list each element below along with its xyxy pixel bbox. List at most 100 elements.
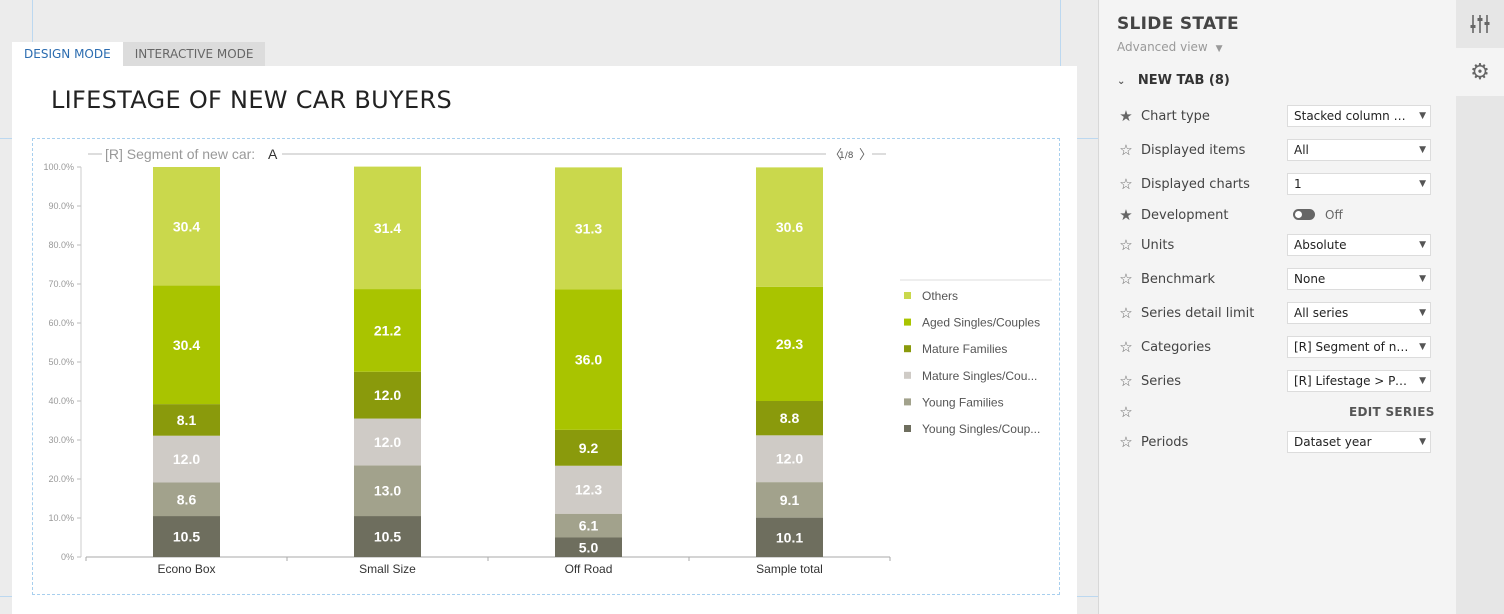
property-row: ☆ Benchmark None ▼ bbox=[1117, 267, 1437, 291]
chart-selection-box[interactable] bbox=[32, 138, 1060, 595]
edit-series-button[interactable]: EDIT SERIES bbox=[1349, 405, 1435, 419]
bar-segment[interactable] bbox=[756, 435, 823, 483]
property-row: ☆ Series [R] Lifestage > Perc... ▼ bbox=[1117, 369, 1437, 393]
bar-segment[interactable] bbox=[555, 429, 622, 466]
star-filled-icon[interactable]: ★ bbox=[1119, 107, 1133, 125]
property-row: ☆ Categories [R] Segment of new... ▼ bbox=[1117, 335, 1437, 359]
property-select[interactable]: 1 ▼ bbox=[1287, 173, 1431, 195]
star-filled-icon[interactable]: ★ bbox=[1119, 206, 1133, 224]
bar-segment[interactable] bbox=[153, 167, 220, 286]
bar-segment[interactable] bbox=[153, 285, 220, 405]
x-tick-label: Off Road bbox=[565, 562, 613, 576]
caret-down-icon: ▼ bbox=[1419, 145, 1426, 155]
tab-section-header[interactable]: ⌄ NEW TAB (8) bbox=[1117, 73, 1230, 88]
property-label: Displayed items bbox=[1141, 142, 1246, 158]
property-row: ☆ Displayed charts 1 ▼ bbox=[1117, 172, 1437, 196]
gear-icon[interactable]: ⚙ bbox=[1456, 48, 1504, 96]
property-row: ★ Chart type Stacked column ch... ▼ bbox=[1117, 104, 1437, 128]
bar-segment[interactable] bbox=[555, 289, 622, 430]
data-label: 10.5 bbox=[374, 529, 401, 545]
star-outline-icon[interactable]: ☆ bbox=[1119, 175, 1133, 193]
bar-segment[interactable] bbox=[756, 401, 823, 436]
select-value: All bbox=[1294, 143, 1309, 157]
property-select[interactable]: All series ▼ bbox=[1287, 302, 1431, 324]
star-outline-icon[interactable]: ☆ bbox=[1119, 304, 1133, 322]
legend-label[interactable]: Others bbox=[922, 289, 958, 303]
y-tick-label: 90.0% bbox=[48, 201, 74, 211]
advanced-view-dropdown[interactable]: Advanced view ▼ bbox=[1117, 40, 1222, 54]
star-outline-icon[interactable]: ☆ bbox=[1119, 141, 1133, 159]
property-label: Units bbox=[1141, 237, 1175, 253]
caret-down-icon: ▼ bbox=[1419, 274, 1426, 284]
bar-segment[interactable] bbox=[153, 435, 220, 483]
star-outline-icon[interactable]: ☆ bbox=[1119, 270, 1133, 288]
data-label: 36.0 bbox=[575, 352, 602, 368]
bar-segment[interactable] bbox=[354, 289, 421, 372]
select-value: [R] Lifestage > Perc... bbox=[1294, 374, 1426, 388]
star-outline-icon[interactable]: ☆ bbox=[1119, 372, 1133, 390]
y-tick-label: 80.0% bbox=[48, 240, 74, 250]
data-label: 9.2 bbox=[579, 440, 599, 456]
y-tick-label: 40.0% bbox=[48, 396, 74, 406]
bar-segment[interactable] bbox=[354, 516, 421, 557]
development-toggle[interactable] bbox=[1293, 209, 1315, 220]
bar-segment[interactable] bbox=[153, 404, 220, 436]
caret-down-icon: ▼ bbox=[1419, 342, 1426, 352]
property-label: Series detail limit bbox=[1141, 305, 1255, 321]
data-label: 30.6 bbox=[776, 219, 803, 235]
sliders-icon[interactable] bbox=[1456, 0, 1504, 48]
bar-segment[interactable] bbox=[555, 465, 622, 514]
toggle-knob bbox=[1295, 211, 1302, 218]
pager-next-icon[interactable]: 〉 bbox=[859, 148, 872, 163]
y-tick-label: 50.0% bbox=[48, 357, 74, 367]
property-select[interactable]: [R] Lifestage > Perc... ▼ bbox=[1287, 370, 1431, 392]
bar-segment[interactable] bbox=[555, 513, 622, 538]
tab-interactive-mode[interactable]: INTERACTIVE MODE bbox=[122, 42, 266, 66]
data-label: 10.5 bbox=[173, 529, 200, 545]
property-select[interactable]: Stacked column ch... ▼ bbox=[1287, 105, 1431, 127]
property-select[interactable]: Dataset year ▼ bbox=[1287, 431, 1431, 453]
bar-segment[interactable] bbox=[354, 371, 421, 419]
slide-title[interactable]: LIFESTAGE OF NEW CAR BUYERS bbox=[51, 86, 452, 114]
property-select[interactable]: Absolute ▼ bbox=[1287, 234, 1431, 256]
select-value: Stacked column ch... bbox=[1294, 109, 1420, 123]
bar-segment[interactable] bbox=[756, 482, 823, 518]
bar-segment[interactable] bbox=[354, 166, 421, 290]
legend-label[interactable]: Mature Families bbox=[922, 342, 1007, 356]
data-label: 8.6 bbox=[177, 491, 197, 507]
tab-design-mode[interactable]: DESIGN MODE bbox=[12, 42, 123, 66]
bar-segment[interactable] bbox=[756, 286, 823, 401]
star-outline-icon[interactable]: ☆ bbox=[1119, 236, 1133, 254]
x-tick-label: Sample total bbox=[756, 562, 823, 576]
select-value: Absolute bbox=[1294, 238, 1347, 252]
bar-segment[interactable] bbox=[153, 482, 220, 517]
legend-label[interactable]: Mature Singles/Cou... bbox=[922, 369, 1037, 383]
legend-swatch bbox=[904, 345, 911, 353]
property-select[interactable]: [R] Segment of new... ▼ bbox=[1287, 336, 1431, 358]
property-row: ☆ Periods Dataset year ▼ bbox=[1117, 430, 1437, 454]
legend-swatch bbox=[904, 371, 911, 379]
legend-label[interactable]: Aged Singles/Couples bbox=[922, 316, 1040, 330]
data-label: 12.0 bbox=[776, 451, 803, 467]
star-outline-icon[interactable]: ☆ bbox=[1119, 338, 1133, 356]
stacked-column-chart[interactable]: [R] Segment of new car: A 〈1/8 〉 100.0% 90.0%… bbox=[0, 0, 1098, 614]
legend-label[interactable]: Young Families bbox=[922, 395, 1004, 409]
bar-segment[interactable] bbox=[354, 418, 421, 466]
star-outline-icon[interactable]: ☆ bbox=[1119, 433, 1133, 451]
bar-segment[interactable] bbox=[555, 167, 622, 290]
bar-segment[interactable] bbox=[555, 537, 622, 558]
legend-label[interactable]: Young Singles/Coup... bbox=[922, 422, 1040, 436]
property-select[interactable]: All ▼ bbox=[1287, 139, 1431, 161]
caret-down-icon: ▼ bbox=[1419, 179, 1426, 189]
panel-title: SLIDE STATE bbox=[1117, 14, 1239, 34]
bar-segment[interactable] bbox=[153, 516, 220, 557]
property-select[interactable]: None ▼ bbox=[1287, 268, 1431, 290]
data-label: 13.0 bbox=[374, 483, 401, 499]
x-tick-label: Econo Box bbox=[157, 562, 215, 576]
bar-segment[interactable] bbox=[756, 517, 823, 557]
star-outline-icon[interactable]: ☆ bbox=[1119, 403, 1133, 421]
bar-segment[interactable] bbox=[756, 167, 823, 287]
bar-segment[interactable] bbox=[354, 465, 421, 517]
slide-state-panel: SLIDE STATE Advanced view ▼ ⌄ NEW TAB (8… bbox=[1098, 0, 1457, 614]
pager-prev-icon[interactable]: 〈 bbox=[829, 148, 842, 163]
